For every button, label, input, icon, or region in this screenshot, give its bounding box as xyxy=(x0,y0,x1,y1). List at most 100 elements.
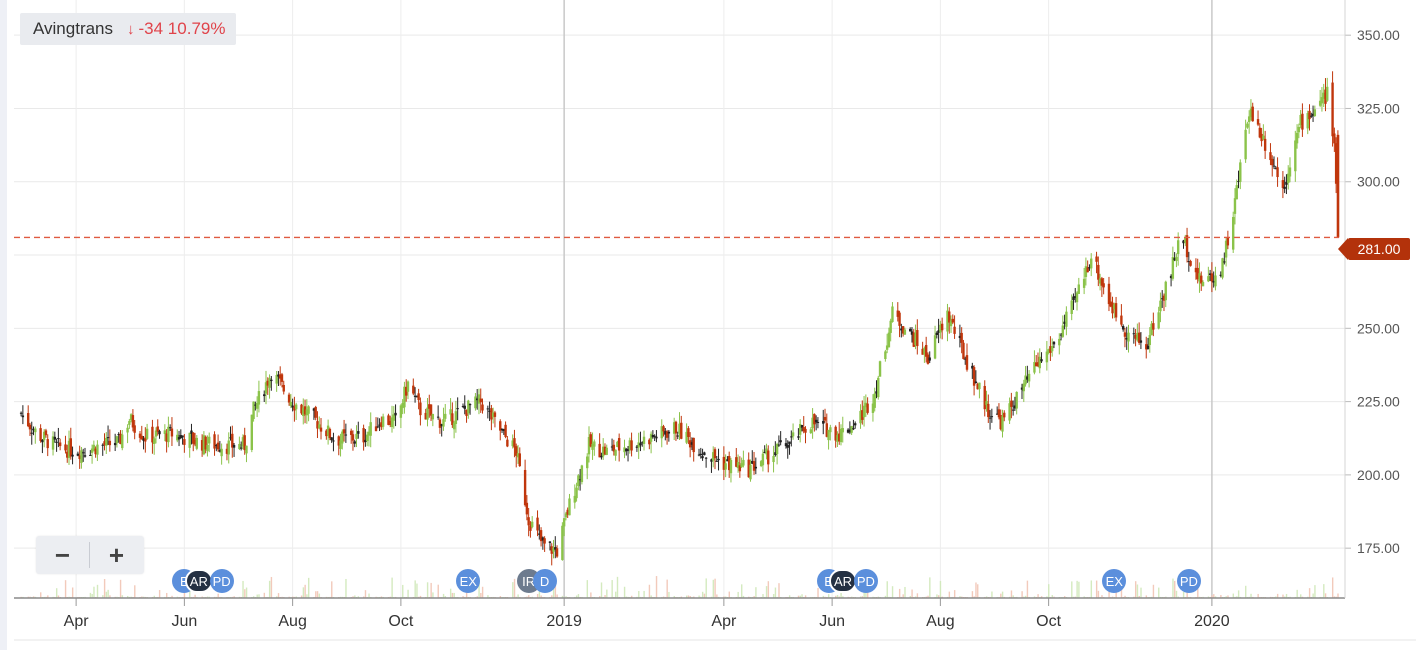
candle-body xyxy=(678,423,681,434)
volume-bar xyxy=(103,579,106,598)
event-marker-ar[interactable]: AR xyxy=(828,569,858,593)
candle-body xyxy=(940,323,944,331)
candle-body xyxy=(601,446,605,457)
candle-body xyxy=(990,416,994,418)
candle-body xyxy=(355,433,358,439)
event-marker-pd[interactable]: PD xyxy=(209,569,234,593)
event-marker-d[interactable]: D xyxy=(532,569,557,593)
y-tick-label: 350.00 xyxy=(1357,27,1400,43)
candle-body xyxy=(195,437,198,449)
candle-body xyxy=(988,417,992,419)
candle-body xyxy=(44,430,48,436)
candle-body xyxy=(623,447,626,453)
volume-bar xyxy=(96,584,99,598)
candle-body xyxy=(829,427,832,433)
candle-body xyxy=(1013,405,1017,409)
candle-body xyxy=(413,395,417,397)
candle-body xyxy=(1121,326,1125,330)
candle-body xyxy=(96,444,99,455)
candle-body xyxy=(1231,216,1235,250)
volume-bar xyxy=(927,595,929,598)
volume-bar xyxy=(701,591,704,598)
volume-bar xyxy=(565,596,567,598)
volume-bar xyxy=(693,596,695,598)
candle-body xyxy=(939,324,942,333)
volume-bar xyxy=(673,595,675,598)
y-tick-label: 325.00 xyxy=(1357,100,1400,116)
candle-body xyxy=(749,464,752,480)
candle-body xyxy=(1274,168,1277,170)
zoom-in-button[interactable]: + xyxy=(108,540,125,570)
candle-body xyxy=(428,404,431,409)
event-marker-ar[interactable]: AR xyxy=(184,569,213,593)
volume-bar xyxy=(171,595,173,598)
candle-body xyxy=(126,427,129,433)
event-marker-ex[interactable]: EX xyxy=(456,569,481,593)
volume-bar xyxy=(357,596,360,598)
volume-bar xyxy=(1026,580,1029,598)
event-marker-ex[interactable]: EX xyxy=(1102,569,1127,593)
axes: 350.00325.00300.00275.00250.00225.00200.… xyxy=(14,0,1416,641)
candle-body xyxy=(144,437,147,442)
candle-body xyxy=(554,547,557,550)
candle-body xyxy=(1198,273,1201,282)
candle-body xyxy=(142,438,145,441)
candle-body xyxy=(506,439,509,447)
x-tick-label: Jun xyxy=(819,613,845,630)
candle-body xyxy=(380,422,383,428)
x-tick-label: Apr xyxy=(711,613,737,630)
candle-body xyxy=(774,452,777,456)
volume-bar xyxy=(655,576,658,598)
volume-bar xyxy=(252,596,255,598)
y-tick-label: 200.00 xyxy=(1357,467,1400,483)
candle-body xyxy=(1061,325,1065,337)
candle-body xyxy=(850,426,853,433)
volume-bar xyxy=(380,596,383,598)
candle-body xyxy=(89,454,92,456)
candle-body xyxy=(279,374,282,379)
candle-body xyxy=(891,306,894,322)
volume-bar xyxy=(938,595,940,598)
price-chart[interactable]: 350.00325.00300.00275.00250.00225.00200.… xyxy=(7,0,1416,650)
candle-body xyxy=(486,408,490,410)
volume-bar xyxy=(71,587,74,598)
candle-body xyxy=(971,365,974,369)
candle-body xyxy=(39,428,42,441)
candle-body xyxy=(291,405,294,408)
volume-bar xyxy=(451,592,454,598)
event-marker-pd[interactable]: PD xyxy=(853,569,878,593)
volume-bar xyxy=(1237,590,1240,598)
volume-bar xyxy=(1124,595,1126,598)
candle-body xyxy=(239,447,243,449)
volume-bar xyxy=(836,595,839,598)
volume-bar xyxy=(863,592,865,598)
candle-body xyxy=(1333,133,1336,144)
candle-body xyxy=(630,440,633,451)
candle-body xyxy=(1162,295,1166,301)
candle-body xyxy=(697,454,701,456)
candle-body xyxy=(1189,261,1192,266)
volume-bar xyxy=(119,579,122,598)
volume-bar xyxy=(774,587,777,598)
candle-body xyxy=(119,433,122,445)
volume-bar xyxy=(1090,580,1093,598)
candle-body xyxy=(263,394,266,397)
candle-body xyxy=(960,332,963,343)
event-marker-pd[interactable]: PD xyxy=(1176,569,1201,593)
candle-body xyxy=(685,431,688,443)
candle-body xyxy=(529,525,532,531)
volume-bar xyxy=(1282,594,1284,598)
zoom-out-button[interactable]: − xyxy=(54,540,71,570)
candle-body xyxy=(1086,267,1089,273)
candle-body xyxy=(813,413,816,425)
x-tick-label: Aug xyxy=(278,613,306,630)
volume-bar xyxy=(91,594,93,598)
candle-body xyxy=(103,441,106,446)
zoom-control: − + xyxy=(36,536,144,574)
candle-body xyxy=(965,355,969,370)
candle-body xyxy=(1045,351,1049,363)
volume-bar xyxy=(268,580,271,598)
volume-bar xyxy=(1010,590,1013,598)
candle-body xyxy=(649,433,653,442)
candle-body xyxy=(797,436,800,438)
